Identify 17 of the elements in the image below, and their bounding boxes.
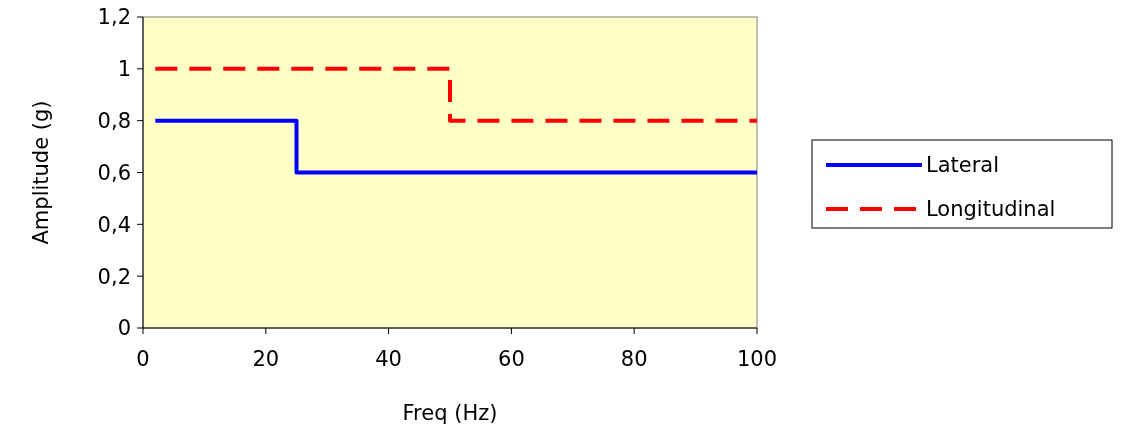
y-tick-label: 1 xyxy=(117,57,131,82)
x-tick-label: 80 xyxy=(620,347,648,371)
y-tick-label: 0,8 xyxy=(97,109,131,134)
x-tick-label: 100 xyxy=(736,347,778,371)
x-tick-label: 40 xyxy=(375,347,402,371)
y-tick-label: 0 xyxy=(117,316,131,341)
x-tick-label: 60 xyxy=(498,347,525,371)
legend-label: Longitudinal xyxy=(926,197,1056,222)
y-tick-label: 1,2 xyxy=(97,5,131,30)
y-tick-label: 0,4 xyxy=(97,212,131,237)
y-axis-title: Amplitude (g) xyxy=(29,100,53,245)
legend-label: Lateral xyxy=(926,153,1000,178)
x-axis-title: Freq (Hz) xyxy=(402,401,498,425)
y-tick-label: 0,2 xyxy=(97,264,131,289)
x-tick-label: 0 xyxy=(136,347,150,371)
y-tick-label: 0,6 xyxy=(97,160,131,185)
x-tick-label: 20 xyxy=(252,347,280,371)
